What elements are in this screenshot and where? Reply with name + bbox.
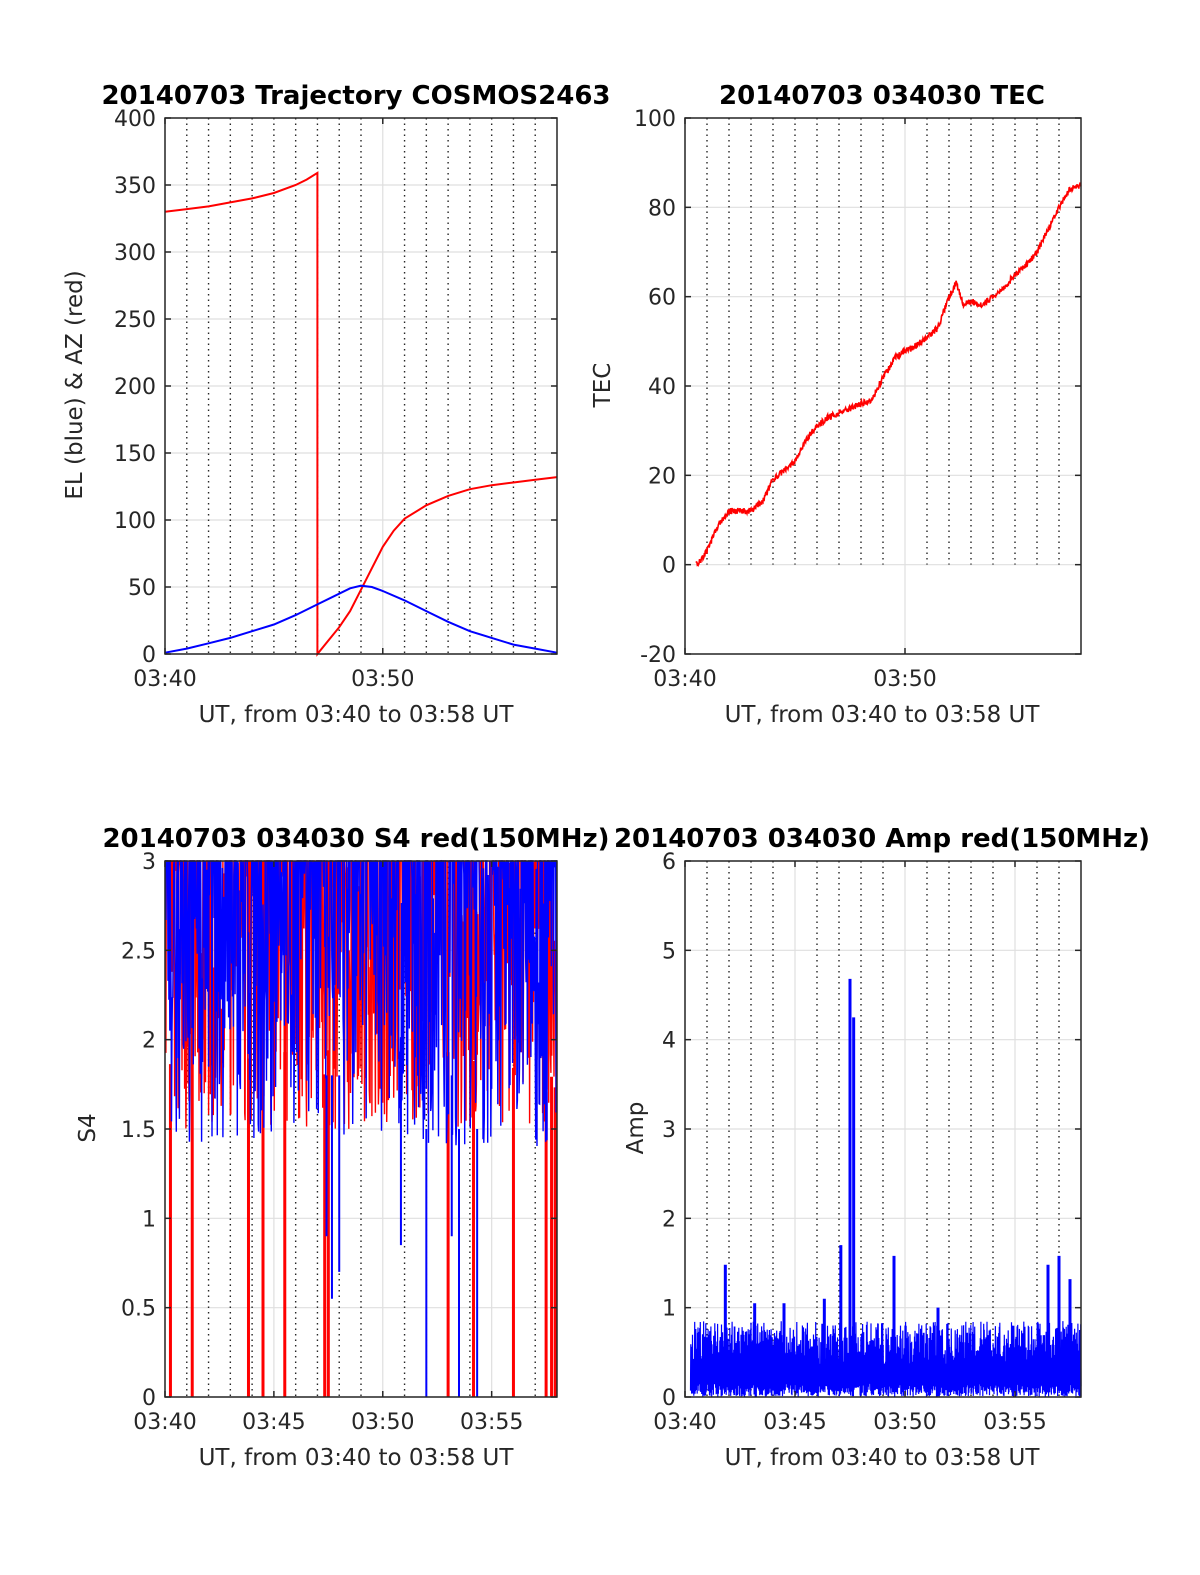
s4-ylabel: S4 <box>75 1113 101 1142</box>
trajectory-xtick-label: 03:40 <box>133 667 196 692</box>
trajectory-ylabel: EL (blue) & AZ (red) <box>62 270 88 499</box>
tec-ytick-label: -20 <box>640 643 676 668</box>
tec-ytick-label: 40 <box>648 375 676 400</box>
trajectory-xtick-label: 03:50 <box>351 667 414 692</box>
amp-title: 20140703 034030 Amp red(150MHz) <box>614 824 1150 854</box>
s4-xtick-label: 03:55 <box>460 1410 523 1435</box>
tec-xtick-label: 03:50 <box>873 667 936 692</box>
panel-trajectory: 20140703 Trajectory COSMOS2463 0 50 100 150… <box>62 81 611 728</box>
amp-ylabel: Amp <box>623 1102 649 1155</box>
trajectory-el-line <box>164 584 558 654</box>
trajectory-ytick-label: 300 <box>114 241 156 266</box>
trajectory-ytick-label: 150 <box>114 442 156 467</box>
s4-ytick-label: 2.5 <box>121 939 156 964</box>
amp-ytick-label: 1 <box>662 1297 676 1322</box>
tec-ytick-label: 80 <box>648 196 676 221</box>
trajectory-ytick-label: 100 <box>114 509 156 534</box>
s4-ytick-label: 0 <box>142 1386 156 1411</box>
trajectory-title: 20140703 Trajectory COSMOS2463 <box>101 81 610 111</box>
amp-ytick-label: 2 <box>662 1207 676 1232</box>
panel-amp: 20140703 034030 Amp red(150MHz) 0 1 2 3 4 5 6 0… <box>614 824 1150 1471</box>
amp-ytick-label: 0 <box>662 1386 676 1411</box>
s4-blue_channel-group <box>164 859 558 1397</box>
panel-s4: 20140703 034030 S4 red(150MHz) 0 0.5 1 1.5 2… <box>75 824 610 1471</box>
amp-xtick-label: 03:55 <box>983 1410 1046 1435</box>
amp-ytick-label: 4 <box>662 1029 676 1054</box>
trajectory-ytick-label: 0 <box>142 643 156 668</box>
trajectory-ytick-label: 250 <box>114 308 156 333</box>
trajectory-ytick-label: 50 <box>128 576 156 601</box>
tec-ytick-label: 60 <box>648 286 676 311</box>
amp-xtick-label: 03:45 <box>763 1410 826 1435</box>
amp-xtick-label: 03:50 <box>873 1410 936 1435</box>
trajectory-ytick-label: 400 <box>114 107 156 132</box>
tec-ytick-label: 100 <box>634 107 676 132</box>
tec-xlabel: UT, from 03:40 to 03:58 UT <box>725 702 1041 728</box>
trajectory-az-line <box>164 171 558 657</box>
s4-ytick-label: 1.5 <box>121 1118 156 1143</box>
s4-xtick-label: 03:40 <box>133 1410 196 1435</box>
s4-xlabel: UT, from 03:40 to 03:58 UT <box>199 1445 515 1471</box>
amp-xlabel: UT, from 03:40 to 03:58 UT <box>725 1445 1041 1471</box>
tec-ylabel: TEC <box>590 363 616 409</box>
tec-title: 20140703 034030 TEC <box>719 81 1045 111</box>
amp-ytick-label: 6 <box>662 850 676 875</box>
s4-ytick-label: 3 <box>142 850 156 875</box>
amp-ytick-label: 3 <box>662 1118 676 1143</box>
tec-ytick-label: 20 <box>648 464 676 489</box>
trajectory-ytick-label: 350 <box>114 174 156 199</box>
s4-ytick-label: 0.5 <box>121 1297 156 1322</box>
trajectory-xlabel: UT, from 03:40 to 03:58 UT <box>199 702 515 728</box>
tec-ytick-label: 0 <box>662 554 676 579</box>
amp-ytick-label: 5 <box>662 939 676 964</box>
s4-xtick-label: 03:50 <box>351 1410 414 1435</box>
s4-ytick-label: 2 <box>142 1029 156 1054</box>
tec-tec-line <box>695 182 1082 568</box>
s4-xtick-label: 03:45 <box>242 1410 305 1435</box>
s4-title: 20140703 034030 S4 red(150MHz) <box>102 824 609 854</box>
trajectory-ytick-label: 200 <box>114 375 156 400</box>
amp-xtick-label: 03:40 <box>653 1410 716 1435</box>
panel-tec: 20140703 034030 TEC -20 0 20 40 60 80 100 03:40… <box>590 81 1082 728</box>
tec-xtick-label: 03:40 <box>653 667 716 692</box>
amp-amp-group <box>689 978 1082 1398</box>
s4-ytick-label: 1 <box>142 1207 156 1232</box>
